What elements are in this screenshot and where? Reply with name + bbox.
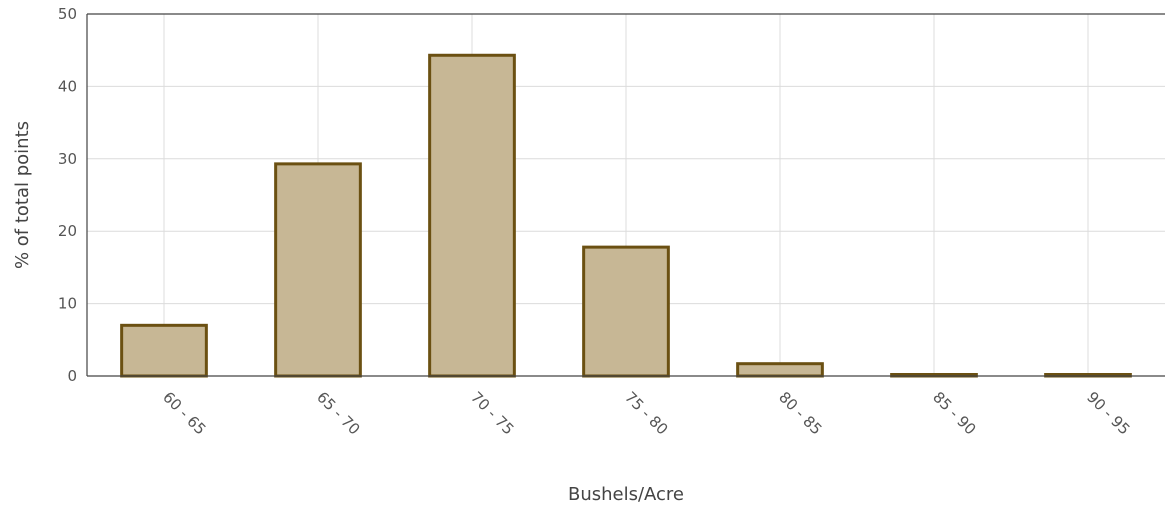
y-tick-label: 20 <box>58 222 77 240</box>
bar <box>274 162 362 378</box>
y-tick-label: 30 <box>58 150 77 168</box>
y-tick-labels: 0 10 20 30 40 50 <box>58 5 77 385</box>
x-tick-labels: 60 - 65 65 - 70 70 - 75 75 - 80 80 - 85 85 - … <box>159 388 1133 438</box>
x-tick-label: 60 - 65 <box>159 388 209 438</box>
bar <box>428 53 516 378</box>
bars <box>120 53 1132 378</box>
y-tick-label: 50 <box>58 5 77 23</box>
y-tick-label: 40 <box>58 77 77 95</box>
x-tick-label: 90 - 95 <box>1083 388 1133 438</box>
y-axis-title: % of total points <box>12 121 33 269</box>
x-tick-label: 65 - 70 <box>313 388 363 438</box>
bar <box>582 245 670 378</box>
y-tick-label: 10 <box>58 295 77 313</box>
y-tick-label: 0 <box>67 367 77 385</box>
x-tick-label: 80 - 85 <box>775 388 825 438</box>
bar <box>736 362 824 378</box>
x-tick-label: 75 - 80 <box>621 388 671 438</box>
bar <box>120 323 208 378</box>
x-axis-title: Bushels/Acre <box>568 484 684 505</box>
x-tick-label: 70 - 75 <box>467 388 517 438</box>
x-tick-label: 85 - 90 <box>929 388 979 438</box>
